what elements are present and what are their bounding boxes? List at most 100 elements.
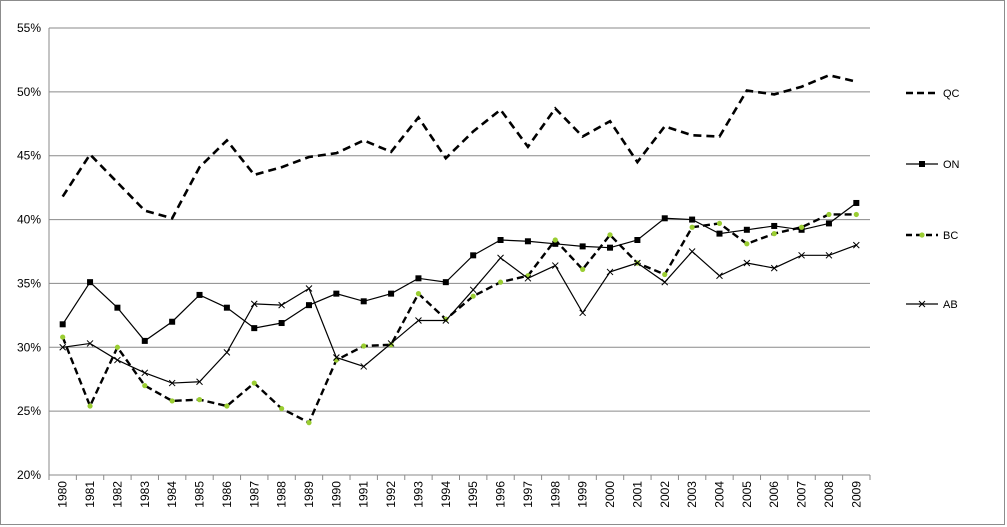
x-tick-label: 1984: [165, 481, 179, 508]
data-point-bc: [826, 211, 832, 218]
legend-label-on: ON: [943, 159, 960, 171]
data-point-bc: [716, 220, 723, 227]
data-point-on: [59, 321, 66, 328]
x-tick-label: 1996: [494, 481, 508, 508]
y-tick-label: 55%: [17, 21, 41, 35]
legend-label-ab: AB: [943, 299, 958, 311]
legend-marker-bc: [919, 232, 925, 238]
data-point-ab: [661, 278, 669, 286]
data-point-bc: [306, 420, 312, 426]
legend-label-bc: BC: [943, 230, 958, 242]
data-point-bc: [853, 211, 859, 218]
data-point-on: [141, 337, 148, 344]
y-tick-label: 40%: [17, 213, 41, 227]
data-point-ab: [497, 254, 504, 262]
data-point-bc: [580, 266, 586, 272]
data-point-on: [278, 320, 285, 327]
data-point-bc: [251, 380, 257, 386]
x-tick-label: 1990: [329, 481, 343, 508]
data-point-on: [743, 226, 750, 233]
x-tick-label: 2002: [658, 481, 672, 508]
data-point-bc: [60, 334, 66, 340]
data-point-bc: [114, 344, 121, 350]
data-point-ab: [196, 378, 203, 386]
data-point-ab: [278, 301, 285, 309]
y-tick-label: 30%: [17, 340, 41, 354]
data-point-on: [415, 275, 422, 282]
data-point-bc: [552, 237, 558, 243]
x-tick-label: 1985: [193, 481, 207, 508]
legend-label-qc: QC: [943, 88, 960, 100]
data-point-on: [442, 279, 449, 286]
x-tick-label: 2004: [712, 481, 726, 508]
data-point-bc: [87, 403, 93, 409]
data-point-bc: [798, 224, 805, 230]
data-point-ab: [141, 369, 149, 377]
data-point-on: [251, 325, 258, 332]
data-point-ab: [688, 248, 696, 255]
y-tick-label: 20%: [17, 468, 41, 482]
data-point-on: [716, 230, 723, 237]
x-tick-label: 2003: [685, 481, 699, 508]
x-tick-label: 1992: [384, 481, 398, 508]
legend-marker-ab: [918, 300, 926, 308]
data-point-ab: [716, 272, 723, 280]
data-point-ab: [387, 340, 395, 347]
series-line-qc: [61, 73, 857, 220]
data-point-bc: [279, 405, 285, 412]
data-point-bc: [388, 342, 394, 348]
x-tick-label: 1993: [411, 481, 425, 508]
data-point-bc: [662, 271, 668, 278]
data-point-ab: [770, 264, 778, 272]
data-point-ab: [59, 343, 67, 351]
data-point-ab: [250, 300, 258, 308]
x-tick-label: 2001: [630, 481, 644, 508]
x-tick-label: 1986: [220, 481, 234, 508]
data-point-ab: [360, 363, 368, 370]
data-point-bc: [196, 397, 203, 403]
x-tick-label: 1997: [521, 481, 535, 508]
data-point-ab: [332, 354, 340, 361]
data-point-ab: [305, 285, 313, 292]
x-tick-label: 1981: [83, 481, 97, 508]
data-point-on: [470, 252, 477, 259]
x-tick-label: 2009: [849, 481, 863, 508]
y-tick-label: 25%: [17, 404, 41, 418]
x-tick-label: 1999: [576, 481, 590, 508]
data-point-bc: [689, 224, 695, 230]
data-point-ab: [114, 356, 121, 364]
data-point-bc: [744, 241, 750, 247]
data-point-on: [388, 290, 395, 297]
x-tick-label: 2008: [822, 481, 836, 508]
data-point-ab: [86, 340, 94, 347]
data-point-on: [825, 220, 832, 227]
data-point-ab: [551, 262, 559, 269]
x-tick-label: 1994: [439, 481, 453, 508]
y-tick-label: 35%: [17, 276, 41, 290]
data-point-ab: [852, 241, 860, 249]
x-tick-label: 1989: [302, 481, 316, 508]
data-point-on: [196, 291, 203, 298]
data-point-ab: [579, 309, 587, 317]
data-point-on: [333, 290, 340, 297]
x-tick-label: 2000: [603, 481, 617, 508]
data-point-on: [223, 304, 230, 311]
data-point-on: [607, 244, 614, 251]
data-point-bc: [169, 398, 175, 404]
data-point-bc: [142, 383, 148, 389]
data-point-ab: [634, 259, 641, 267]
x-tick-label: 1980: [56, 481, 70, 508]
data-point-on: [634, 237, 641, 244]
data-point-ab: [825, 251, 833, 259]
data-point-ab: [442, 317, 450, 324]
data-point-on: [305, 302, 312, 309]
series-line-on: [62, 202, 857, 342]
data-point-bc: [470, 293, 476, 299]
data-point-ab: [798, 251, 805, 259]
data-point-on: [87, 279, 94, 286]
data-point-on: [497, 237, 504, 244]
x-tick-label: 2005: [740, 481, 754, 508]
data-point-ab: [415, 317, 422, 324]
